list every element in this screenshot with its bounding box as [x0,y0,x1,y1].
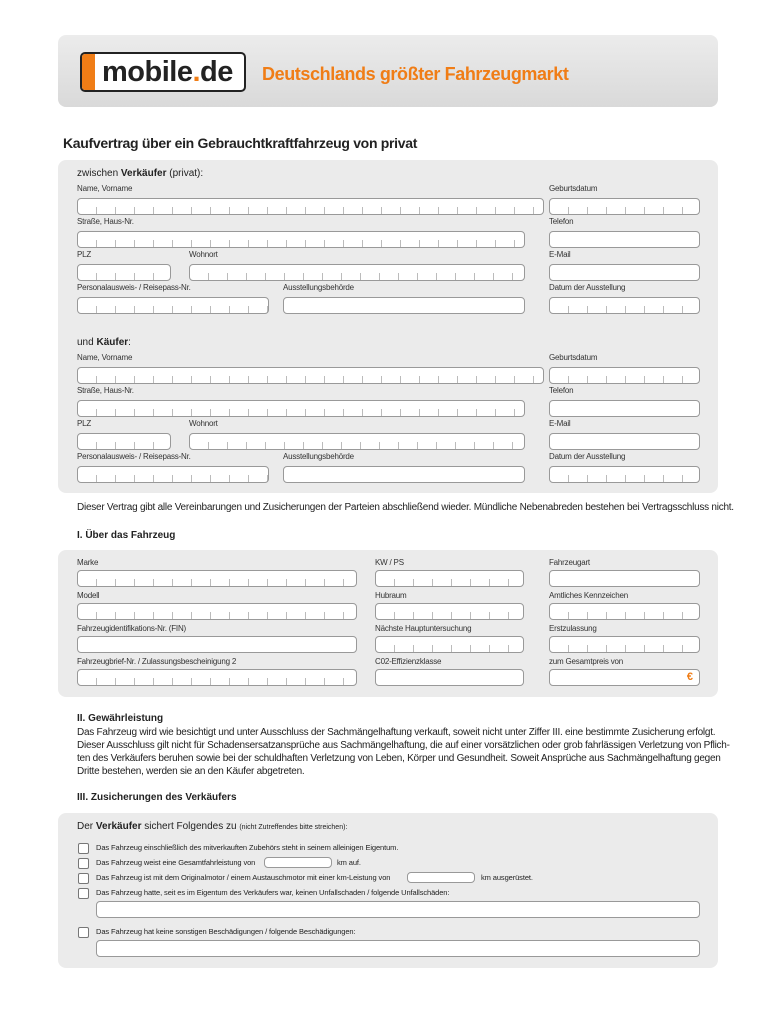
vin-label: Fahrzeugidentifikations-Nr. (FIN) [77,624,186,633]
co2-class-label: C02-Effizienzklasse [375,657,442,666]
power-input[interactable] [375,570,524,587]
first-registration-input[interactable] [549,636,700,653]
tagline: Deutschlands größter Fahrzeugmarkt [262,64,569,84]
buyer-issuing-authority-label: Ausstellungsbehörde [283,452,354,461]
license-plate-label: Amtliches Kennzeichen [549,591,628,600]
co2-class-input[interactable] [375,669,524,686]
assurance-suffix: km ausgerüstet. [481,873,533,882]
assurance-text: Das Fahrzeug hatte, seit es im Eigentum … [96,888,450,897]
seller-name-label: Name, Vorname [77,184,133,193]
buyer-issue-date-input[interactable] [549,466,700,483]
license-plate-input[interactable] [549,603,700,620]
buyer-id-number-input[interactable] [77,466,269,483]
mileage-input[interactable] [264,857,332,868]
model-label: Modell [77,591,100,600]
buyer-street-label: Straße, Haus-Nr. [77,386,134,395]
seller-zip-label: PLZ [77,250,92,259]
seller-email-input[interactable] [549,264,700,281]
seller-city-label: Wohnort [189,250,218,259]
total-price-input[interactable]: € [549,669,700,686]
warranty-heading: II. Gewährleistung [77,713,164,724]
first-registration-label: Erstzulassung [549,624,597,633]
engine-km-input[interactable] [407,872,475,883]
seller-issue-date-label: Datum der Ausstellung [549,283,626,292]
buyer-name-input[interactable] [77,367,544,384]
other-damage-input[interactable] [96,940,700,957]
model-input[interactable] [77,603,357,620]
power-label: KW / PS [375,558,404,567]
seller-issue-date-input[interactable] [549,297,700,314]
warranty-line: Dieser Ausschluss gilt nicht für Schaden… [77,740,730,751]
seller-birthdate-input[interactable] [549,198,700,215]
warranty-line: ten des Verkäufers beruhen sowie bei der… [77,753,721,764]
assurances-heading: III. Zusicherungen des Verkäufers [77,792,237,803]
buyer-birthdate-input[interactable] [549,367,700,384]
buyer-issuing-authority-input[interactable] [283,466,525,483]
assurance-text: Das Fahrzeug hat keine sonstigen Beschäd… [96,927,356,936]
seller-zip-input[interactable] [77,264,171,281]
buyer-name-label: Name, Vorname [77,353,133,362]
total-price-label: zum Gesamtpreis von [549,657,624,666]
assurance-text: Das Fahrzeug weist eine Gesamtfahrleistu… [96,858,256,867]
checkbox-accident[interactable] [78,888,89,899]
buyer-zip-input[interactable] [77,433,171,450]
checkbox-mileage[interactable] [78,858,89,869]
assurance-suffix: km auf. [337,858,361,867]
buyer-zip-label: PLZ [77,419,92,428]
assurances-intro: Der Verkäufer sichert Folgendes zu (nich… [77,821,348,832]
buyer-intro: und Käufer: [77,337,131,348]
accident-damage-input[interactable] [96,901,700,918]
buyer-id-number-label: Personalausweis- / Reisepass-Nr. [77,452,191,461]
displacement-label: Hubraum [375,591,407,600]
seller-street-label: Straße, Haus-Nr. [77,217,134,226]
buyer-phone-input[interactable] [549,400,700,417]
assurance-text: Das Fahrzeug ist mit dem Originalmotor /… [96,873,391,882]
make-label: Marke [77,558,99,567]
next-inspection-input[interactable] [375,636,524,653]
registration-cert-input[interactable] [77,669,357,686]
checkbox-other-damage[interactable] [78,927,89,938]
seller-city-input[interactable] [189,264,525,281]
warranty-line: Das Fahrzeug wird wie besichtigt und unt… [77,727,716,738]
seller-birthdate-label: Geburtsdatum [549,184,598,193]
checkbox-ownership[interactable] [78,843,89,854]
registration-cert-label: Fahrzeugbrief-Nr. / Zulassungsbescheinig… [77,657,237,666]
seller-name-input[interactable] [77,198,544,215]
mobile-de-logo: mobile.de [80,52,246,92]
vehicle-heading: I. Über das Fahrzeug [77,530,176,541]
buyer-city-input[interactable] [189,433,525,450]
buyer-email-input[interactable] [549,433,700,450]
seller-street-input[interactable] [77,231,525,248]
buyer-city-label: Wohnort [189,419,218,428]
vehicle-type-input[interactable] [549,570,700,587]
euro-icon: € [686,671,693,683]
buyer-birthdate-label: Geburtsdatum [549,353,598,362]
seller-intro: zwischen Verkäufer (privat): [77,168,204,179]
checkbox-engine[interactable] [78,873,89,884]
warranty-line: Dritte bestehen, werden sie an den Käufe… [77,766,305,777]
buyer-street-input[interactable] [77,400,525,417]
vehicle-type-label: Fahrzeugart [549,558,590,567]
agreement-note: Dieser Vertrag gibt alle Vereinbarungen … [77,502,734,513]
seller-phone-label: Telefon [549,217,574,226]
page-title: Kaufvertrag über ein Gebrauchtkraftfahrz… [63,135,418,151]
buyer-email-label: E-Mail [549,419,571,428]
seller-id-number-input[interactable] [77,297,269,314]
displacement-input[interactable] [375,603,524,620]
seller-phone-input[interactable] [549,231,700,248]
seller-issuing-authority-input[interactable] [283,297,525,314]
vin-input[interactable] [77,636,357,653]
seller-id-number-label: Personalausweis- / Reisepass-Nr. [77,283,191,292]
seller-issuing-authority-label: Ausstellungsbehörde [283,283,354,292]
assurance-text: Das Fahrzeug einschließlich des mitverka… [96,843,399,852]
buyer-issue-date-label: Datum der Ausstellung [549,452,626,461]
seller-email-label: E-Mail [549,250,571,259]
next-inspection-label: Nächste Hauptuntersuchung [375,624,472,633]
make-input[interactable] [77,570,357,587]
buyer-phone-label: Telefon [549,386,574,395]
